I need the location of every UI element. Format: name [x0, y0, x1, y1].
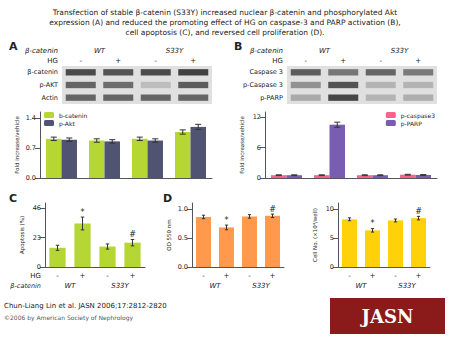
svg-text:p-Caspase 3: p-Caspase 3: [243, 81, 283, 89]
svg-text:+: +: [340, 57, 346, 65]
svg-text:p-PARP: p-PARP: [260, 94, 283, 102]
svg-text:-: -: [79, 57, 82, 65]
svg-text:WT: WT: [64, 282, 76, 290]
svg-text:+: +: [224, 272, 230, 280]
svg-text:+: +: [80, 272, 86, 280]
svg-text:1.4: 1.4: [26, 114, 36, 122]
svg-text:*: *: [371, 219, 375, 228]
svg-text:Caspase 3: Caspase 3: [249, 68, 283, 76]
svg-text:#: #: [415, 207, 422, 216]
svg-text:p-PARP: p-PARP: [401, 120, 422, 128]
svg-text:p-caspase3: p-caspase3: [401, 112, 435, 120]
svg-text:-: -: [202, 272, 205, 280]
svg-text:-: -: [348, 272, 351, 280]
svg-text:WT: WT: [319, 47, 331, 55]
svg-text:cell apoptosis (C), and revers: cell apoptosis (C), and reversed cell pr…: [126, 28, 325, 37]
svg-text:C: C: [9, 192, 17, 205]
svg-text:0.0: 0.0: [178, 263, 188, 271]
svg-text:Apoptosis (%): Apoptosis (%): [19, 216, 26, 254]
svg-text:HG: HG: [30, 272, 41, 280]
svg-text:D: D: [163, 192, 172, 205]
svg-text:HG: HG: [272, 57, 283, 65]
svg-text:β-catenin: β-catenin: [25, 47, 58, 55]
svg-text:+: +: [130, 272, 136, 280]
svg-text:WT: WT: [94, 47, 106, 55]
svg-text:S33Y: S33Y: [398, 282, 416, 290]
svg-text:HG: HG: [47, 57, 58, 65]
svg-text:+: +: [416, 272, 422, 280]
svg-text:expression (A) and reduced the: expression (A) and reduced the promoting…: [49, 18, 401, 27]
svg-text:-: -: [379, 57, 382, 65]
svg-text:10: 10: [326, 205, 334, 213]
svg-text:Fold increase/vehicle: Fold increase/vehicle: [14, 116, 20, 174]
svg-text:6: 6: [257, 144, 261, 152]
svg-text:5: 5: [330, 234, 334, 242]
svg-text:Cell No. (×10⁴/well): Cell No. (×10⁴/well): [312, 208, 318, 262]
svg-text:β-catenin: β-catenin: [250, 47, 283, 55]
svg-text:0.5: 0.5: [178, 234, 188, 242]
svg-text:#: #: [129, 230, 136, 239]
svg-text:B: B: [234, 40, 242, 53]
svg-text:#: #: [269, 205, 276, 214]
svg-text:WT: WT: [209, 282, 221, 290]
svg-text:Actin: Actin: [42, 94, 58, 102]
svg-text:-: -: [106, 272, 109, 280]
svg-text:*: *: [81, 208, 85, 217]
svg-text:Transfection of stable β-caten: Transfection of stable β-catenin (S33Y) …: [52, 8, 398, 17]
svg-text:S33Y: S33Y: [252, 282, 270, 290]
svg-text:OD 550 nm: OD 550 nm: [166, 219, 172, 250]
svg-text:+: +: [270, 272, 276, 280]
svg-text:-: -: [154, 57, 157, 65]
svg-text:S33Y: S33Y: [391, 47, 409, 55]
svg-text:0: 0: [330, 263, 334, 271]
svg-text:0.0: 0.0: [26, 174, 36, 182]
svg-text:+: +: [415, 57, 421, 65]
svg-text:β-catenin: β-catenin: [10, 282, 41, 290]
svg-text:46: 46: [33, 204, 41, 212]
svg-text:Chun-Liang Lin et al. JASN 200: Chun-Liang Lin et al. JASN 2006;17:2812-…: [4, 302, 167, 310]
svg-text:©2006 by American Society of N: ©2006 by American Society of Nephrology: [4, 314, 133, 322]
svg-text:+: +: [115, 57, 121, 65]
svg-text:23: 23: [33, 234, 41, 242]
svg-text:0: 0: [37, 263, 41, 271]
svg-text:JASN: JASN: [360, 306, 414, 327]
svg-text:12: 12: [253, 113, 261, 121]
svg-text:S33Y: S33Y: [111, 282, 129, 290]
svg-text:-: -: [56, 272, 59, 280]
svg-text:β-catenin: β-catenin: [27, 68, 58, 76]
svg-text:0: 0: [257, 174, 261, 182]
svg-text:-: -: [248, 272, 251, 280]
svg-text:Fold increase/vehicle: Fold increase/vehicle: [239, 116, 245, 174]
svg-text:-: -: [394, 272, 397, 280]
svg-text:A: A: [9, 40, 18, 53]
svg-text:b-catenin: b-catenin: [59, 112, 87, 119]
svg-text:p-AKT: p-AKT: [39, 81, 58, 89]
svg-text:0.7: 0.7: [26, 144, 36, 152]
svg-text:S33Y: S33Y: [166, 47, 184, 55]
svg-text:*: *: [225, 216, 229, 225]
svg-text:+: +: [370, 272, 376, 280]
svg-text:1.0: 1.0: [178, 205, 188, 213]
svg-text:p-Akt: p-Akt: [59, 120, 75, 128]
svg-text:WT: WT: [355, 282, 367, 290]
svg-text:+: +: [190, 57, 196, 65]
svg-text:-: -: [304, 57, 307, 65]
